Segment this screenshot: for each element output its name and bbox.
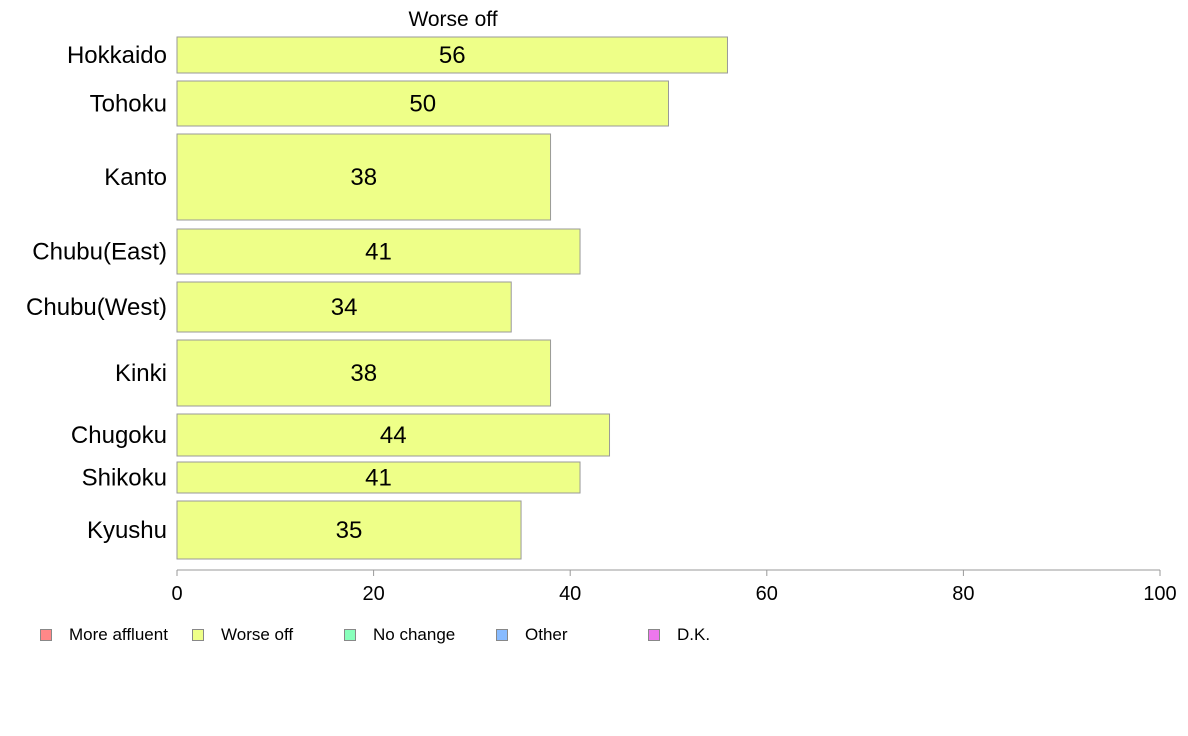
legend-label: D.K. xyxy=(677,625,711,644)
legend-item: Worse off xyxy=(192,625,344,645)
legend-label: No change xyxy=(373,625,456,644)
legend-swatch xyxy=(192,629,204,641)
bar xyxy=(176,80,669,127)
x-tick-label: 20 xyxy=(362,583,384,605)
bar-value-label: 35 xyxy=(336,517,363,544)
x-tick-label: 80 xyxy=(952,583,974,605)
bar-chart: Worse off Hokkaido 56 Tohoku 50 Kanto 38 Chubu… xyxy=(26,8,1177,605)
legend-label: Other xyxy=(525,625,568,644)
bar xyxy=(176,133,552,221)
bar xyxy=(176,36,728,74)
bar xyxy=(176,228,581,275)
legend-item: No change xyxy=(344,625,496,645)
bar xyxy=(176,339,552,407)
bar-value-label: 44 xyxy=(380,422,407,449)
x-tick-label: 0 xyxy=(171,583,182,605)
bar-value-label: 56 xyxy=(439,42,466,69)
category-label: Hokkaido xyxy=(67,42,167,69)
legend-item: More affluent xyxy=(40,625,192,645)
bar-value-label: 50 xyxy=(409,91,436,118)
category-label: Chubu(West) xyxy=(26,294,167,321)
legend-label: Worse off xyxy=(221,625,294,644)
category-label: Tohoku xyxy=(90,91,167,118)
bar xyxy=(176,500,522,560)
legend-swatch xyxy=(496,629,508,641)
bar-value-label: 38 xyxy=(350,360,377,387)
category-label: Chubu(East) xyxy=(32,239,167,266)
category-label: Kyushu xyxy=(87,517,167,544)
x-tick-label: 100 xyxy=(1143,583,1176,605)
bar xyxy=(176,281,512,333)
legend-swatch xyxy=(344,629,356,641)
chart-title: Worse off xyxy=(408,8,497,31)
legend-swatch xyxy=(648,629,660,641)
bar xyxy=(176,413,611,457)
bar xyxy=(176,461,581,494)
bar-value-label: 41 xyxy=(365,465,392,492)
category-label: Kanto xyxy=(104,164,167,191)
category-label: Chugoku xyxy=(71,422,167,449)
x-axis: 0 20 40 60 80 100 xyxy=(171,569,1177,605)
category-label: Kinki xyxy=(115,360,167,387)
legend-label: More affluent xyxy=(69,625,168,644)
legend-item: D.K. xyxy=(648,625,748,645)
legend-item: Other xyxy=(496,625,648,645)
bar-value-label: 38 xyxy=(350,164,377,191)
bars-group: Hokkaido 56 Tohoku 50 Kanto 38 Chubu(East) 41 Ch… xyxy=(26,36,728,560)
bar-value-label: 34 xyxy=(331,294,358,321)
category-label: Shikoku xyxy=(82,465,167,492)
x-tick-label: 40 xyxy=(559,583,581,605)
legend: More affluent Worse off No change Other D.K. xyxy=(40,624,748,646)
x-tick-label: 60 xyxy=(756,583,778,605)
legend-swatch xyxy=(40,629,52,641)
bar-value-label: 41 xyxy=(365,239,392,266)
